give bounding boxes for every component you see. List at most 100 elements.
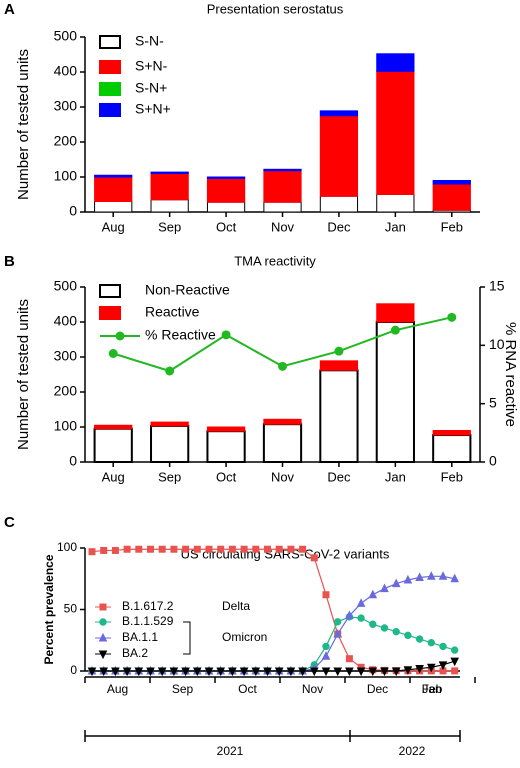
legend-label: Non-Reactive [145,282,230,298]
point [368,667,378,677]
point [87,667,97,677]
y-axis-label: Percent prevalence [42,554,56,664]
bar-segment [319,360,359,371]
point [100,546,108,554]
x-tick-label: Nov [271,219,295,234]
point [439,642,447,651]
point [450,573,460,583]
point [356,598,366,607]
bar-segment [94,176,133,202]
point [205,545,213,553]
bar-segment [206,201,246,213]
x-tick-label: Aug [102,219,125,234]
bar-segment [432,183,471,211]
point [217,545,225,553]
legend-marker [99,618,107,626]
legend-swatch [99,306,121,320]
point [356,667,366,677]
point [204,667,214,677]
point [447,312,457,322]
y2-tick-label: 10 [489,336,505,352]
point [380,667,389,677]
legend-label: S-N+ [135,80,167,96]
point [345,610,354,620]
bar-segment [94,174,133,178]
point [404,631,412,640]
x-tick-label: Oct [216,219,237,234]
x-tick-label: Jan [385,219,406,234]
chart-title: Presentation serostatus [207,1,344,16]
point [221,330,231,340]
point [426,571,436,580]
point [108,349,118,358]
x-tick-label: Aug [102,469,125,484]
y2-axis-label: % RNA reactive [502,322,519,427]
bar-segment [150,424,190,464]
month-label: Jan [422,682,441,696]
x-tick-label: Sep [158,469,181,484]
bar-segment [206,426,246,432]
y-tick-label: 0 [69,453,77,469]
y-tick-label: 50 [64,602,78,616]
point [334,618,342,626]
bar-segment [319,110,359,117]
point [134,667,144,677]
point [216,667,226,677]
annotation: Omicron [222,630,267,644]
point [192,667,202,677]
point [147,545,154,553]
legend-swatch [99,82,121,96]
month-label: Dec [367,682,388,696]
point [369,620,377,628]
point [263,667,272,677]
bar-segment [376,70,415,195]
chart-title: TMA reactivity [234,253,316,268]
point [252,545,260,553]
month-label: Nov [302,682,323,696]
point [345,667,354,677]
point [264,545,271,553]
legend-label: BA.2 [122,646,148,660]
panel-letter: B [4,253,15,270]
point [111,667,120,677]
month-label: Aug [107,682,128,696]
point [380,624,389,632]
bar-segment [432,434,472,463]
point [345,655,353,663]
legend-label: S+N+ [135,101,171,117]
bar-segment [94,201,133,213]
bar-segment [150,199,189,213]
point [182,545,190,553]
point [391,667,401,677]
legend-swatch [99,284,121,298]
bar-segment [263,170,302,203]
line [92,660,455,672]
point [88,548,96,556]
legend-swatch [99,103,121,117]
point [181,667,190,677]
legend-swatch [99,60,121,74]
legend-marker [98,650,108,660]
point [334,346,344,356]
bracket [183,621,191,655]
point [322,591,330,599]
point [321,667,331,677]
point [333,667,343,677]
y-tick-label: 0 [70,663,77,677]
year-label: 2021 [217,744,244,758]
point [427,639,435,647]
bar-segment [150,421,189,427]
x-tick-label: Jan [385,469,406,484]
point [157,667,167,677]
y-axis-label: Number of tested units [15,299,32,450]
point [333,628,343,638]
point [451,667,459,675]
point [403,666,413,675]
legend-marker [115,331,125,341]
point [122,667,132,677]
point [438,661,448,670]
bar-segment [432,180,471,185]
month-label: Feb [422,682,443,696]
point [99,667,109,677]
point [165,366,175,376]
